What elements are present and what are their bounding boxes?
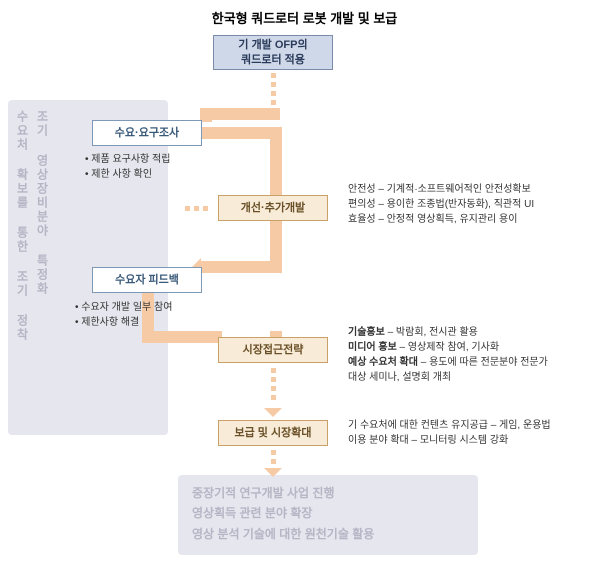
side-text-1: 수요처 확보를 통한 조기 정착 [14, 110, 31, 342]
annot-feedback: 수요자 개발 일부 참여제한사항 해결 [75, 300, 172, 330]
node-label: 개선·추가개발 [241, 201, 305, 215]
node-label: 보급 및 시장확대 [235, 426, 312, 440]
node-label: 수요·요구조사 [115, 126, 179, 140]
arrow-down-icon [264, 408, 282, 417]
side-text-2: 조기 영상장비분야 특정화 [34, 110, 51, 296]
bottom-panel: 중장기적 연구개발 사업 진행 영상획득 관련 분야 확장 영상 분석 기술에 … [178, 475, 478, 555]
node-label: 수요자 피드백 [115, 273, 179, 287]
page-title: 한국형 쿼드로터 로봇 개발 및 보급 [0, 8, 609, 27]
node-demand-survey: 수요·요구조사 [92, 120, 202, 146]
annot-market: 기술홍보 – 박람회, 전시관 활용미디어 홍보 – 영상제작 참여, 기사화예… [348, 325, 548, 385]
node-expansion: 보급 및 시장확대 [218, 420, 328, 446]
bottom-line-2: 영상획득 관련 분야 확장 [192, 503, 464, 523]
node-market-strategy: 시장접근전략 [218, 337, 328, 363]
bottom-line-3: 영상 분석 기술에 대한 원천기술 활용 [192, 524, 464, 544]
node-improvement: 개선·추가개발 [218, 195, 328, 221]
node-label: 기 개발 OFP의 [238, 38, 307, 52]
annot-requirements: 제품 요구사항 적립제한 사항 확인 [85, 152, 170, 182]
connector [200, 108, 280, 120]
connector [142, 331, 222, 343]
node-label: 쿼드로터 적용 [241, 53, 305, 67]
node-feedback: 수요자 피드백 [92, 267, 202, 293]
annot-expansion: 기 수요처에 대한 컨텐츠 유지공급 – 게임, 운용법이용 분야 확대 – 모… [348, 418, 551, 448]
node-label: 시장접근전략 [243, 343, 304, 357]
connector-dots [270, 73, 276, 105]
arrow-down-icon [264, 468, 282, 477]
connector [200, 261, 282, 273]
connector-dots [270, 450, 276, 464]
annot-qualities: 안전성 – 기계적·소프트웨어적인 안전성확보편의성 – 용이한 조종법(반자동… [348, 182, 534, 227]
bottom-line-1: 중장기적 연구개발 사업 진행 [192, 483, 464, 503]
connector [270, 127, 282, 197]
node-ofp-apply: 기 개발 OFP의 쿼드로터 적용 [213, 35, 333, 70]
connector-dots [270, 368, 276, 400]
connector-dots [185, 205, 208, 211]
